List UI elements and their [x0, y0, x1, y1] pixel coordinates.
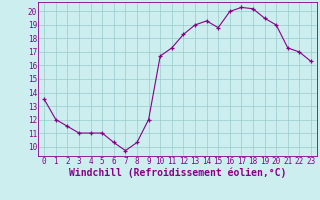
X-axis label: Windchill (Refroidissement éolien,°C): Windchill (Refroidissement éolien,°C) — [69, 168, 286, 178]
